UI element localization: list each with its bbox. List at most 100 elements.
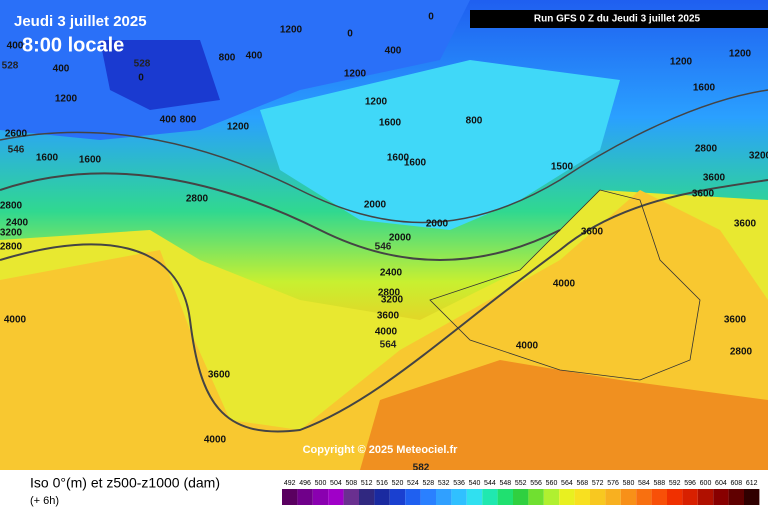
contour-label: 2400 <box>380 268 403 279</box>
contour-label: 3600 <box>703 173 726 184</box>
scale-swatch <box>543 489 560 505</box>
contour-label: 4000 <box>375 327 398 338</box>
contour-label: 2800 <box>695 144 718 155</box>
scale-label: 524 <box>407 480 419 487</box>
scale-swatch <box>605 489 621 505</box>
contour-label: 1600 <box>379 118 402 129</box>
contour-label: 1200 <box>344 69 367 80</box>
contour-label: 1200 <box>670 57 693 68</box>
contour-label: 2800 <box>0 201 23 212</box>
contour-label: 4000 <box>516 341 539 352</box>
contour-label: 400 <box>7 41 24 52</box>
scale-label: 512 <box>361 480 373 487</box>
scale-swatch <box>359 489 375 505</box>
contour-label: 2000 <box>364 200 387 211</box>
time: 8:00 locale <box>22 34 124 56</box>
color-scale: 492 496 500 504 508 512 516 520 524 528 532 536 540 5… <box>282 480 760 505</box>
contour-label: 0 <box>138 73 144 84</box>
scale-swatch <box>697 489 714 505</box>
contour-label: 2000 <box>389 233 412 244</box>
contour-label: 2600 <box>5 129 28 140</box>
contour-label: 1200 <box>729 49 752 60</box>
contour-label: 800 <box>219 53 236 64</box>
isoline <box>0 179 768 433</box>
contour-label: 2800 <box>186 194 209 205</box>
scale-swatch <box>636 489 652 505</box>
scale-label: 552 <box>515 480 527 487</box>
legend-title: Iso 0°(m) et z500-z1000 (dam) <box>30 475 220 491</box>
contour-label: 1200 <box>365 97 388 108</box>
contour-label: 400 <box>160 115 177 126</box>
scale-swatch <box>682 489 698 505</box>
contour-label: 3200 <box>381 295 404 306</box>
cool-region <box>260 60 620 230</box>
cold-region <box>0 0 470 140</box>
scale-swatch <box>497 489 513 505</box>
scale-swatch <box>744 489 760 505</box>
contour-label: 2400 <box>6 218 29 229</box>
contour-label: 800 <box>180 115 197 126</box>
run-banner <box>470 10 768 28</box>
scale-label: 548 <box>499 480 511 487</box>
contour-label: 3600 <box>581 227 604 238</box>
cold-core <box>100 40 220 110</box>
contour-label: 1200 <box>280 25 303 36</box>
scale-label: 516 <box>376 480 388 487</box>
contour-label: 1600 <box>693 83 716 94</box>
scale-label: 600 <box>700 480 712 487</box>
scale-swatch <box>436 489 452 505</box>
scale-swatch <box>482 489 498 505</box>
scale-swatch <box>667 489 683 505</box>
scale-swatch <box>574 489 590 505</box>
contour-label: 3200 <box>0 228 23 239</box>
scale-swatch <box>528 489 544 505</box>
contour-label: 1200 <box>227 122 250 133</box>
scale-swatch <box>312 489 329 505</box>
contour-label: 2800 <box>0 242 23 253</box>
scale-swatch <box>297 489 313 505</box>
scale-label: 536 <box>453 480 465 487</box>
contour-label: 3600 <box>692 189 715 200</box>
contour-label: 1600 <box>79 155 102 166</box>
scale-label: 588 <box>653 480 665 487</box>
scale-label: 592 <box>669 480 681 487</box>
scale-swatch <box>713 489 729 505</box>
geopotential-label: 528 <box>2 61 19 72</box>
geopotential-label: 528 <box>134 59 151 70</box>
contour-label: 400 <box>246 51 263 62</box>
contour-label: 1200 <box>55 94 78 105</box>
geopotential-label: 546 <box>8 145 25 156</box>
scale-label: 580 <box>623 480 635 487</box>
scale-label: 612 <box>746 480 758 487</box>
run-info: Run GFS 0 Z du Jeudi 3 juillet 2025 <box>534 14 701 25</box>
scale-swatch <box>328 489 344 505</box>
scale-label: 508 <box>345 480 357 487</box>
coastline <box>429 189 701 381</box>
scale-label: 596 <box>684 480 696 487</box>
contour-label: 0 <box>347 29 353 40</box>
isoline <box>0 172 561 261</box>
scale-swatch <box>343 489 359 505</box>
contour-label: 0 <box>428 12 434 23</box>
scale-swatch <box>466 489 483 505</box>
scale-label: 560 <box>546 480 558 487</box>
contour-label: 400 <box>53 64 70 75</box>
scale-swatch <box>590 489 606 505</box>
contour-label: 4000 <box>553 279 576 290</box>
scale-swatch <box>405 489 421 505</box>
scale-swatch <box>620 489 637 505</box>
contour-label: 3600 <box>377 311 400 322</box>
scale-swatch <box>389 489 406 505</box>
copyright: Copyright © 2025 Meteociel.fr <box>303 444 459 456</box>
scale-label: 568 <box>576 480 588 487</box>
contour-label: 2800 <box>730 347 753 358</box>
scale-label: 532 <box>438 480 450 487</box>
scale-swatch <box>420 489 436 505</box>
scale-label: 572 <box>592 480 604 487</box>
contour-label: 1600 <box>387 153 410 164</box>
scale-label: 604 <box>715 480 727 487</box>
scale-swatch <box>513 489 529 505</box>
legend-step: (+ 6h) <box>30 495 59 507</box>
contour-label: 3600 <box>724 315 747 326</box>
